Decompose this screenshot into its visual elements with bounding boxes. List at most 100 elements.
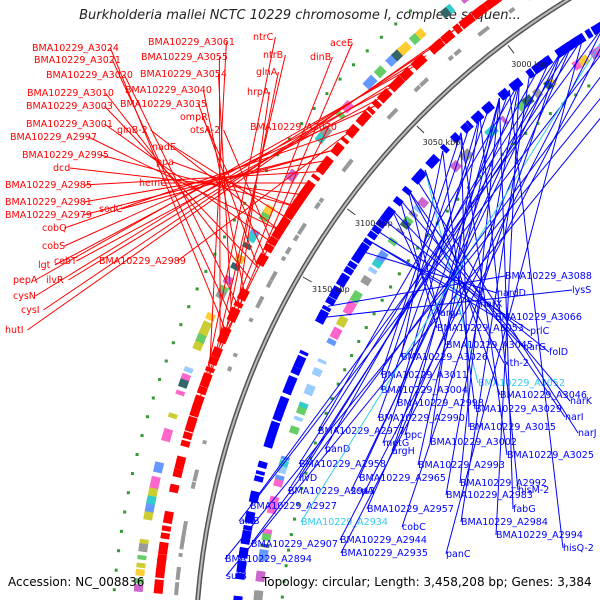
cog-track-inner bbox=[408, 209, 419, 220]
reverse-cds bbox=[415, 168, 428, 180]
green-marker bbox=[394, 22, 398, 26]
reverse-gene-leader bbox=[340, 48, 600, 554]
reverse-cds bbox=[257, 460, 268, 470]
reverse-gene-label: narI bbox=[565, 412, 584, 423]
reverse-gene-label: ppc bbox=[405, 430, 422, 441]
cog-track-outer bbox=[222, 274, 235, 286]
forward-gene-label: dcd bbox=[53, 163, 70, 174]
backbone-highlight bbox=[196, 0, 570, 600]
reverse-gene-label: argH bbox=[392, 446, 415, 457]
cog-track-inner bbox=[515, 99, 528, 112]
reverse-cds bbox=[282, 385, 294, 396]
forward-cds bbox=[279, 215, 292, 227]
green-marker bbox=[336, 382, 340, 386]
green-marker bbox=[372, 312, 376, 316]
rna-track bbox=[202, 439, 208, 445]
reverse-gene-label: BMA10229_A2977 bbox=[318, 426, 405, 437]
forward-cds bbox=[283, 208, 296, 221]
green-marker bbox=[126, 491, 130, 495]
rna-track bbox=[255, 295, 265, 309]
cog-track-outer bbox=[180, 372, 192, 382]
green-marker bbox=[179, 323, 183, 327]
reverse-gene-label: panD bbox=[325, 444, 350, 455]
green-marker bbox=[477, 174, 481, 178]
forward-gene-leader bbox=[111, 59, 233, 319]
reverse-gene-label: BMA10229_A2944 bbox=[340, 535, 427, 546]
reverse-gene-label: fabG bbox=[513, 504, 536, 515]
reverse-gene-leader bbox=[368, 240, 496, 318]
reverse-cds bbox=[449, 132, 462, 144]
reverse-gene-label: BMA10229_A2983 bbox=[446, 490, 533, 501]
cog-track-inner bbox=[255, 570, 266, 583]
reverse-gene-leader bbox=[460, 132, 508, 456]
rna-track bbox=[183, 520, 188, 527]
reverse-cds bbox=[497, 87, 511, 101]
forward-gene-leader bbox=[54, 84, 396, 266]
reverse-gene-label: BMA10229_A2934 bbox=[301, 517, 388, 528]
forward-cds bbox=[446, 29, 456, 40]
green-marker bbox=[324, 411, 328, 415]
reverse-gene-leader bbox=[445, 37, 584, 555]
green-marker bbox=[389, 285, 393, 289]
forward-cds bbox=[477, 3, 489, 15]
reverse-gene-leader bbox=[250, 76, 600, 545]
scale-tick-label: 3000 kbp bbox=[511, 60, 549, 69]
cog-track-inner bbox=[335, 314, 349, 328]
reverse-cds bbox=[371, 224, 383, 235]
forward-cds bbox=[159, 541, 169, 548]
reverse-gene-label: alkB bbox=[239, 516, 259, 527]
forward-gene-label: nadE bbox=[152, 142, 176, 153]
forward-gene-label: ppa bbox=[156, 157, 174, 168]
forward-gene-leader bbox=[83, 171, 321, 186]
forward-gene-label: BMA10229_A2979 bbox=[5, 210, 92, 221]
green-marker bbox=[119, 529, 123, 533]
forward-gene-label: BMA10229_A2985 bbox=[5, 180, 92, 191]
reverse-cds bbox=[542, 55, 554, 67]
rna-track bbox=[313, 201, 322, 210]
cog-track-inner bbox=[262, 528, 273, 535]
reverse-cds bbox=[277, 398, 289, 409]
rna-track bbox=[413, 84, 422, 93]
forward-gene-leader bbox=[64, 126, 357, 229]
forward-gene-leader bbox=[68, 74, 406, 281]
forward-gene-label: sodC bbox=[99, 204, 123, 215]
forward-gene-label: cobT bbox=[54, 256, 77, 267]
rna-track bbox=[192, 472, 199, 482]
reverse-gene-leader bbox=[238, 55, 600, 522]
reverse-gene-leader bbox=[498, 98, 514, 510]
green-marker bbox=[282, 579, 286, 583]
forward-cds bbox=[157, 553, 167, 563]
scale-tick-label: 3100 kbp bbox=[355, 219, 393, 228]
forward-cds bbox=[186, 415, 198, 426]
forward-cds bbox=[229, 306, 241, 316]
cog-track-outer bbox=[175, 389, 186, 397]
forward-cds bbox=[182, 431, 194, 441]
reverse-cds bbox=[244, 510, 256, 525]
cog-track-outer bbox=[183, 366, 194, 374]
reverse-cds bbox=[339, 272, 351, 282]
reverse-cds bbox=[525, 67, 536, 79]
green-marker bbox=[117, 549, 121, 553]
cog-track-inner bbox=[258, 548, 269, 562]
cog-track-outer bbox=[139, 538, 149, 545]
rna-track bbox=[477, 25, 491, 37]
forward-gene-label: BMA10229_A3061 bbox=[148, 37, 235, 48]
reverse-cds bbox=[255, 469, 266, 476]
reverse-cds bbox=[242, 524, 253, 531]
reverse-gene-leader bbox=[361, 250, 498, 294]
forward-gene-label: BMA10229_A3021 bbox=[34, 55, 121, 66]
forward-cds bbox=[168, 483, 180, 494]
reverse-cds bbox=[318, 308, 330, 319]
reverse-cds bbox=[401, 185, 413, 196]
reverse-gene-label: scpA bbox=[351, 486, 374, 497]
green-marker bbox=[343, 368, 347, 372]
reverse-cds bbox=[263, 438, 275, 449]
reverse-cds bbox=[590, 21, 600, 36]
cog-track-outer bbox=[192, 339, 205, 352]
cog-track-inner bbox=[329, 326, 343, 341]
forward-gene-leader bbox=[69, 167, 304, 196]
forward-gene-label: BMA10229_A2997 bbox=[10, 132, 97, 143]
cog-track-outer bbox=[445, 3, 456, 14]
forward-cds bbox=[404, 66, 414, 76]
